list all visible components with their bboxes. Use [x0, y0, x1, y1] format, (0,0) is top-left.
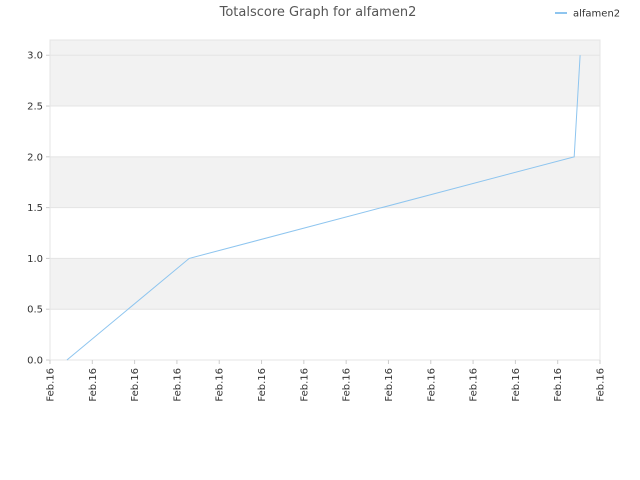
- x-tick-label: Feb.16: [46, 368, 57, 402]
- plot-band: [50, 258, 600, 310]
- x-tick-label: Feb.16: [130, 368, 141, 402]
- plot-band: [50, 40, 600, 56]
- series-line: [66, 55, 581, 361]
- x-tick-label: Feb.16: [257, 368, 268, 402]
- x-tick-label: Feb.16: [553, 368, 564, 402]
- y-tick-label: 1.0: [27, 254, 43, 265]
- y-tick-label: 2.5: [27, 102, 43, 113]
- x-tick-label: Feb.16: [596, 368, 607, 402]
- x-tick-label: Feb.16: [88, 368, 99, 402]
- y-tick-label: 1.5: [27, 203, 43, 214]
- chart-title: Totalscore Graph for alfamen2: [219, 5, 417, 20]
- plot-frame: [49, 39, 601, 361]
- x-tick-label: Feb.16: [384, 368, 395, 402]
- y-tick-label: 0.0: [27, 356, 43, 367]
- y-tick-label: 2.0: [27, 152, 43, 163]
- legend-label: alfamen2: [573, 9, 620, 20]
- x-tick-label: Feb.16: [215, 368, 226, 402]
- x-tick-label: Feb.16: [299, 368, 310, 402]
- x-tick-label: Feb.16: [511, 368, 522, 402]
- y-tick-label: 3.0: [27, 51, 43, 62]
- x-tick-label: Feb.16: [469, 368, 480, 402]
- x-tick-label: Feb.16: [172, 368, 183, 402]
- y-tick-label: 0.5: [27, 305, 43, 316]
- plot-band: [50, 55, 600, 107]
- plot-band: [50, 156, 600, 208]
- x-tick-label: Feb.16: [342, 368, 353, 402]
- x-tick-label: Feb.16: [426, 368, 437, 402]
